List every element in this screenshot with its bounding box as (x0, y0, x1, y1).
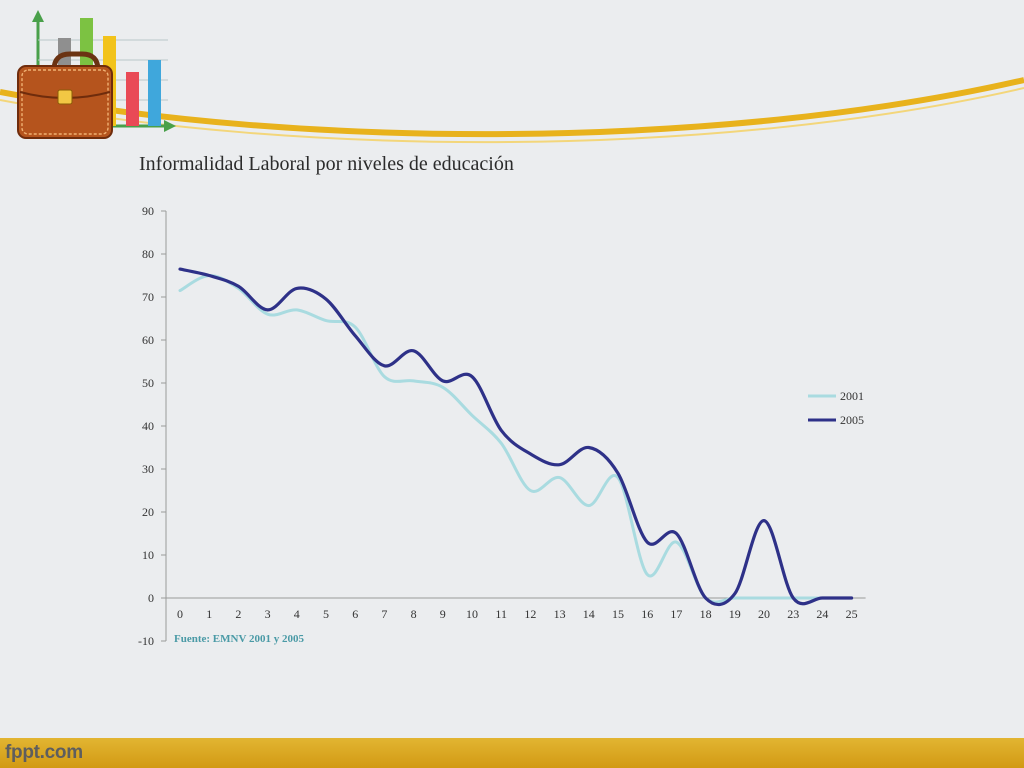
x-tick-label: 16 (641, 607, 653, 621)
y-tick-label: 70 (142, 290, 154, 304)
y-tick-label: 30 (142, 462, 154, 476)
x-tick-label: 20 (758, 607, 770, 621)
x-tick-label: 8 (411, 607, 417, 621)
x-tick-label: 3 (265, 607, 271, 621)
x-tick-label: 13 (554, 607, 566, 621)
x-tick-label: 23 (787, 607, 799, 621)
y-tick-label: 40 (142, 419, 154, 433)
footer-bar: fppt.com (0, 738, 1024, 768)
series-line-2001 (178, 274, 854, 604)
series-line-2005 (178, 267, 854, 607)
x-tick-label: 5 (323, 607, 329, 621)
briefcase-chart-icon (17, 10, 176, 139)
x-tick-label: 9 (440, 607, 446, 621)
legend-label-2001: 2001 (840, 389, 864, 403)
legend-label-2005: 2005 (840, 413, 864, 427)
x-tick-label: 6 (352, 607, 358, 621)
y-tick-label: 10 (142, 548, 154, 562)
x-tick-label: 12 (524, 607, 536, 621)
chart-legend: 2001 2005 (808, 389, 864, 427)
x-tick-label: 11 (495, 607, 507, 621)
footer-brand: fppt.com (5, 742, 83, 763)
source-note: Fuente: EMNV 2001 y 2005 (174, 633, 304, 645)
x-tick-label: 2 (235, 607, 241, 621)
y-tick-label: 0 (148, 591, 154, 605)
y-tick-label: -10 (138, 634, 154, 648)
slide-title: Informalidad Laboral por niveles de educ… (139, 153, 514, 175)
x-tick-label: 17 (670, 607, 682, 621)
x-tick-label: 1 (206, 607, 212, 621)
x-tick-label: 15 (612, 607, 624, 621)
x-tick-label: 24 (816, 607, 828, 621)
y-tick-label: 50 (142, 376, 154, 390)
x-tick-label: 14 (583, 607, 595, 621)
y-tick-label: 80 (142, 247, 154, 261)
x-tick-label: 25 (846, 607, 858, 621)
y-tick-label: 90 (142, 204, 154, 218)
y-tick-label: 60 (142, 333, 154, 347)
x-tick-label: 0 (177, 607, 183, 621)
x-tick-label: 18 (700, 607, 712, 621)
x-tick-label: 7 (381, 607, 387, 621)
x-tick-label: 10 (466, 607, 478, 621)
x-tick-label: 4 (294, 607, 300, 621)
x-tick-label: 19 (729, 607, 741, 621)
chart-series (178, 267, 854, 607)
y-tick-label: 20 (142, 505, 154, 519)
